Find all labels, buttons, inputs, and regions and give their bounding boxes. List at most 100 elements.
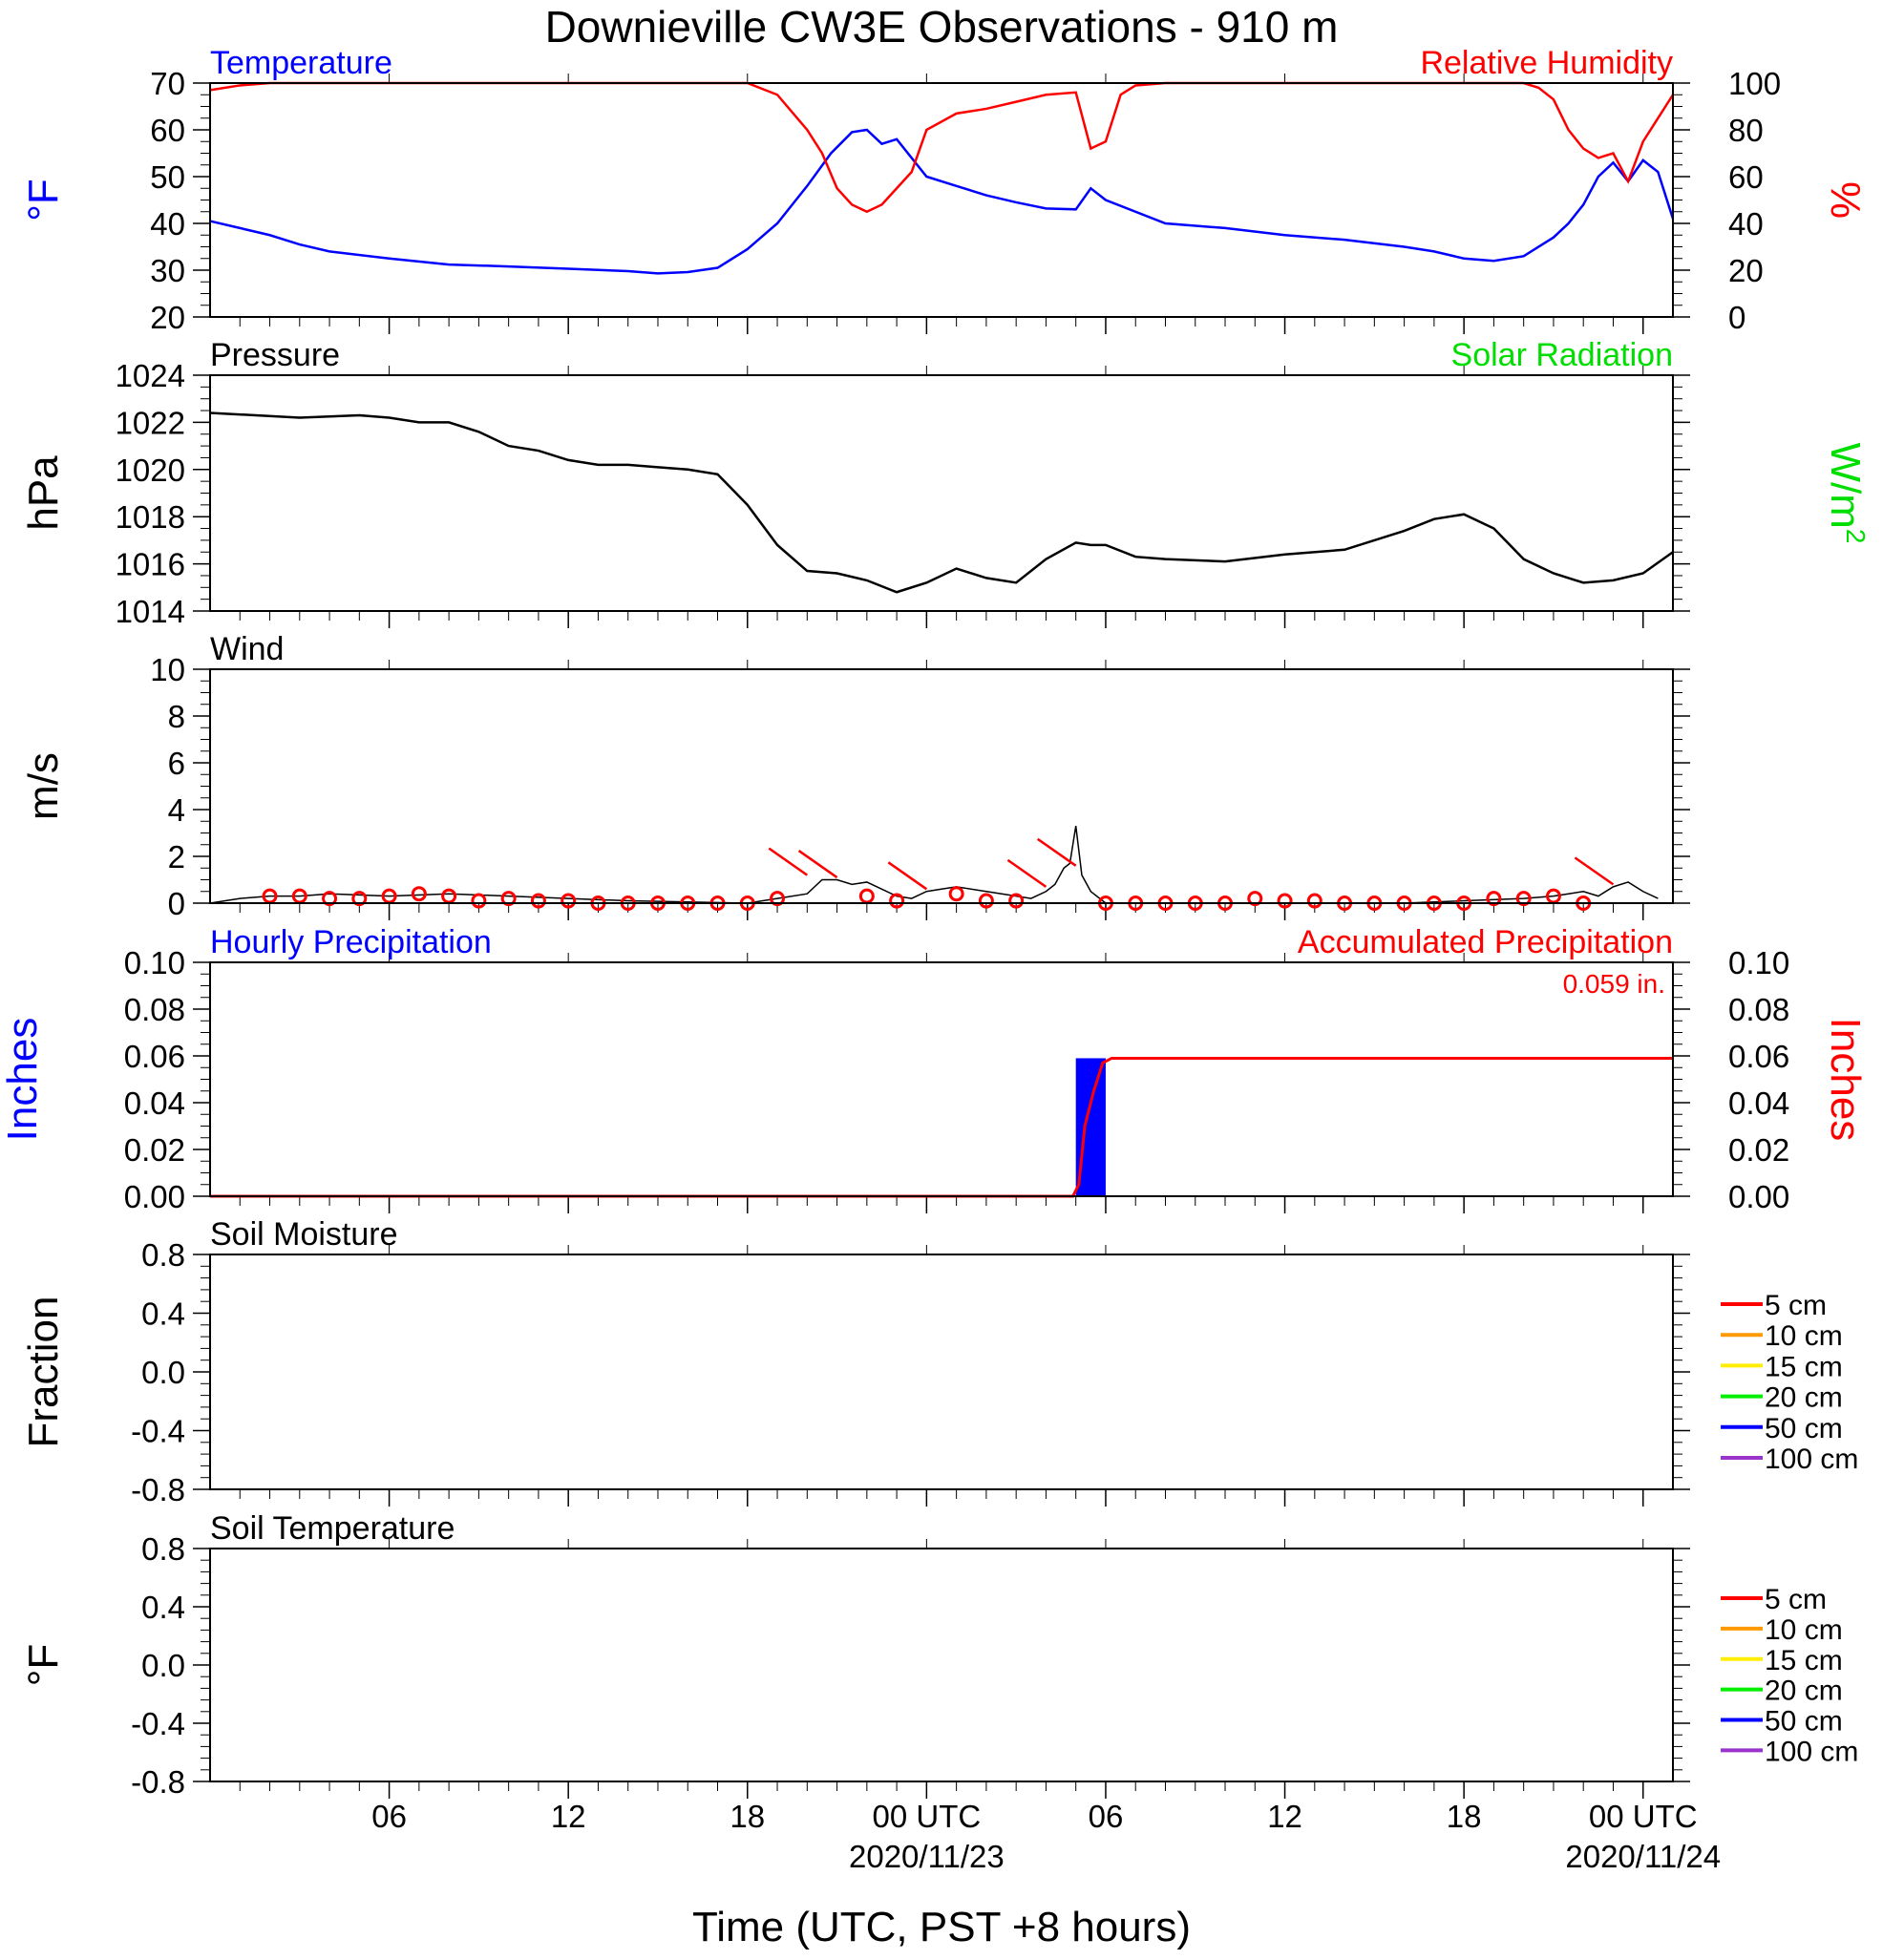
wind-barb: [1036, 837, 1077, 867]
y-tick-label-right: 0.10: [1728, 945, 1789, 980]
y-tick-label-right: 0: [1728, 300, 1745, 335]
y-tick-label-right: 40: [1728, 206, 1764, 242]
wind-barb: [887, 861, 928, 891]
legend-label: 10 cm: [1765, 1320, 1843, 1352]
y-tick-label: 0.08: [124, 992, 185, 1027]
y-tick-label-right: 80: [1728, 113, 1764, 148]
y-tick-label: 8: [168, 699, 185, 734]
y-tick-label: 1014: [116, 594, 185, 629]
y-tick-label-right: 100: [1728, 66, 1781, 101]
wind-barb: [768, 847, 809, 876]
y-tick-label: -0.8: [131, 1764, 185, 1800]
wind-calm-marker: [770, 891, 786, 907]
y-tick-label: 30: [150, 253, 185, 288]
x-tick-label: 12: [551, 1799, 586, 1834]
panel-frame: [209, 82, 1674, 318]
panel-frame: [209, 1254, 1674, 1490]
y-tick-label: 70: [150, 66, 185, 101]
x-axis-label: Time (UTC, PST +8 hours): [692, 1904, 1191, 1950]
accumulated-precip-line: [210, 1056, 1673, 1198]
panel-frame: [209, 1548, 1674, 1782]
panel-precipitation: 0.00 0.02 0.04 0.06 0.08 0.10 0.00 0.02 0.04 0.06…: [0, 924, 1869, 1214]
y-tick-label: 1016: [116, 547, 185, 582]
wind-calm-marker: [1247, 891, 1263, 907]
y-tick-label: 0.00: [124, 1179, 185, 1214]
wind-barb: [1006, 858, 1047, 888]
y-tick-label: -0.4: [131, 1414, 185, 1449]
x-tick-label: 00 UTC: [1589, 1799, 1698, 1834]
panel-title-right: Relative Humidity: [1420, 45, 1673, 81]
y-tick-label: 0.06: [124, 1039, 185, 1074]
legend-label: 50 cm: [1765, 1706, 1843, 1738]
y-tick-label: 0.0: [141, 1648, 185, 1683]
y-tick-label-right: 0.00: [1728, 1179, 1789, 1214]
y-tick-label-right: 0.02: [1728, 1132, 1789, 1168]
y-tick-label: 0.4: [141, 1296, 185, 1332]
y-tick-label: 0.0: [141, 1355, 185, 1390]
wind-calm-marker: [1008, 893, 1025, 909]
x-tick-label: 18: [1447, 1799, 1482, 1834]
wind-calm-marker: [948, 886, 964, 902]
wind-barb: [797, 850, 838, 879]
y-tick-label: 2: [168, 839, 185, 875]
legend-label: 20 cm: [1765, 1675, 1843, 1707]
panel-temperature-humidity: 20 30 40 50 60 70 0 20 40 60 80 100 Temperature Relat…: [20, 45, 1869, 335]
accumulated-total-label: 0.059 in.: [1563, 969, 1665, 999]
panel-frame: [209, 374, 1674, 612]
legend-label: 100 cm: [1765, 1444, 1858, 1475]
legend-label: 15 cm: [1765, 1351, 1843, 1382]
y-tick-label: 20: [150, 300, 185, 335]
wind-calm-marker: [351, 891, 368, 907]
y-tick-label: 60: [150, 113, 185, 148]
figure-title: Downieville CW3E Observations - 910 m: [545, 2, 1339, 52]
y-tick-label: 1018: [116, 499, 185, 535]
y-axis-label-left: °F: [20, 1644, 67, 1686]
y-tick-label: -0.8: [131, 1472, 185, 1507]
legend-label: 5 cm: [1765, 1290, 1827, 1321]
panel-pressure-solar: 1014 1016 1018 1020 1022 1024 Pressure Solar Ra…: [20, 337, 1871, 629]
wind-calm-marker: [1486, 891, 1502, 907]
x-tick-date: 2020/11/24: [1565, 1839, 1721, 1874]
panel-title-right: Solar Radiation: [1451, 337, 1673, 373]
wind-calm-marker: [411, 886, 427, 902]
panel-soil-moisture: -0.8 -0.4 0.0 0.4 0.8 Soil Moisture Fraction 5 …: [20, 1216, 1858, 1507]
x-tick-label: 12: [1267, 1799, 1302, 1834]
wind-calm-marker: [471, 893, 487, 909]
y-tick-label-right: 60: [1728, 159, 1764, 195]
y-tick-label: 0.8: [141, 1531, 185, 1567]
pressure-line: [209, 411, 1674, 594]
legend-label: 15 cm: [1765, 1645, 1843, 1676]
y-tick-label: 0: [168, 886, 185, 921]
x-tick-label: 18: [730, 1799, 765, 1834]
legend-label: 5 cm: [1765, 1584, 1827, 1615]
y-axis-label-left: Inches: [0, 1018, 46, 1142]
wind-barb: [1574, 856, 1615, 886]
y-tick-label: 0.4: [141, 1590, 185, 1625]
y-tick-label: 0.02: [124, 1132, 185, 1168]
panel-title-left: Hourly Precipitation: [210, 924, 492, 960]
panel-title-left: Soil Moisture: [210, 1216, 398, 1253]
wind-calm-marker: [1515, 891, 1532, 907]
y-axis-label-right: W/m2: [1822, 443, 1871, 544]
panel-title-left: Soil Temperature: [210, 1510, 455, 1547]
wind-calm-marker: [530, 893, 546, 909]
panel-frame: [209, 668, 1674, 904]
panel-frame: [209, 961, 1674, 1197]
wind-calm-marker: [322, 891, 338, 907]
y-tick-label: 1022: [116, 405, 185, 440]
legend-label: 10 cm: [1765, 1614, 1843, 1646]
y-axis-label-superscript: 2: [1841, 529, 1871, 544]
y-tick-label: 6: [168, 746, 185, 781]
y-axis-label-left: Fraction: [20, 1296, 67, 1448]
y-tick-label-right: 0.08: [1728, 992, 1789, 1027]
y-axis-label-left: hPa: [20, 455, 67, 531]
humidity-line: [209, 81, 1675, 214]
wind-calm-marker: [1306, 893, 1322, 909]
wind-calm-marker: [889, 893, 905, 909]
x-tick-label: 06: [371, 1799, 407, 1834]
y-tick-label: 0.04: [124, 1085, 185, 1121]
panel-wind: 0 2 4 6 8 10 Wind m/s: [20, 631, 1690, 921]
wind-calm-marker: [1277, 893, 1293, 909]
